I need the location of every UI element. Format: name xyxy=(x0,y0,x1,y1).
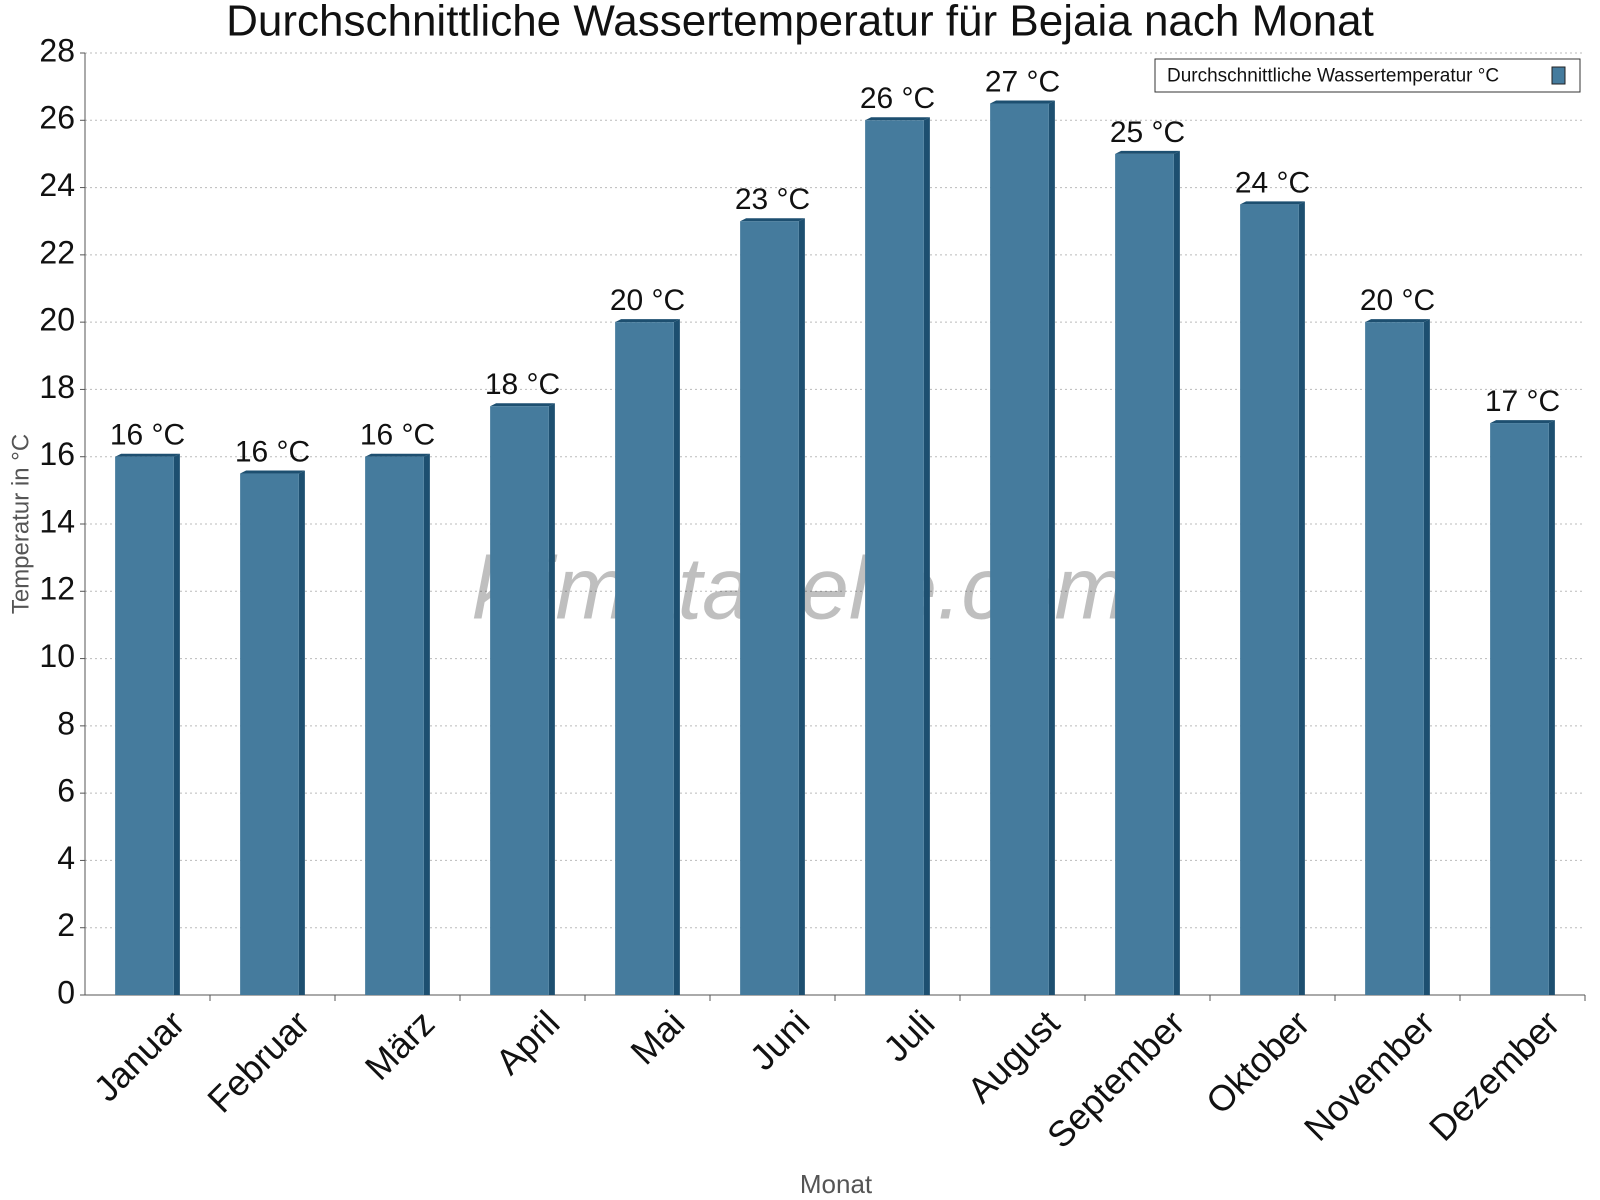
legend-label: Durchschnittliche Wassertemperatur °C xyxy=(1167,66,1499,87)
value-label: 20 °C xyxy=(1360,284,1435,317)
y-tick-label: 26 xyxy=(39,100,75,136)
y-tick-label: 12 xyxy=(39,571,75,607)
value-label: 20 °C xyxy=(610,284,685,317)
y-tick-label: 18 xyxy=(39,369,75,405)
bar-top xyxy=(365,453,430,457)
x-axis-label: Monat xyxy=(800,1169,873,1199)
bar-top xyxy=(1240,201,1305,205)
bar-side xyxy=(1423,319,1430,996)
x-tick-label: März xyxy=(357,1002,443,1088)
x-tick-label: April xyxy=(487,1002,567,1082)
value-label: 17 °C xyxy=(1485,385,1560,418)
y-tick-label: 14 xyxy=(39,503,75,539)
bar xyxy=(740,221,799,995)
x-tick-label: August xyxy=(959,1002,1067,1110)
bar-side xyxy=(1048,100,1055,995)
bar xyxy=(1115,153,1174,995)
bar-top xyxy=(990,100,1055,104)
bar-top xyxy=(115,453,180,457)
value-label: 16 °C xyxy=(110,419,185,452)
bar xyxy=(1365,322,1424,996)
x-tick-label: Dezember xyxy=(1421,1002,1567,1148)
bar-top xyxy=(1365,319,1430,323)
value-label: 23 °C xyxy=(735,183,810,216)
bar-top xyxy=(1490,420,1555,424)
bar xyxy=(365,456,424,995)
bar xyxy=(115,456,174,995)
legend: Durchschnittliche Wassertemperatur °C xyxy=(1154,58,1581,93)
bar-top xyxy=(240,470,305,474)
value-label: 24 °C xyxy=(1235,166,1310,199)
bar xyxy=(490,406,549,995)
value-label: 16 °C xyxy=(360,419,435,452)
bar-side xyxy=(673,319,680,996)
bar-side xyxy=(1298,201,1305,996)
bar-top xyxy=(865,117,930,121)
x-tick-label: November xyxy=(1296,1002,1442,1148)
bar xyxy=(1240,204,1299,996)
bar-side xyxy=(548,403,555,995)
y-tick-label: 24 xyxy=(39,167,75,203)
bar xyxy=(615,322,674,996)
x-tick-label: Februar xyxy=(199,1002,317,1120)
y-tick-label: 6 xyxy=(57,773,75,809)
chart-title: Durchschnittliche Wassertemperatur für B… xyxy=(226,0,1374,46)
legend-box xyxy=(1154,58,1581,93)
bar-top xyxy=(740,218,805,222)
y-axis-label: Temperatur in °C xyxy=(7,434,34,614)
x-tick-label: September xyxy=(1039,1002,1193,1156)
bar xyxy=(1490,423,1549,996)
bar-side xyxy=(298,470,305,995)
y-tick-label: 22 xyxy=(39,234,75,270)
value-label: 27 °C xyxy=(985,65,1060,98)
value-label: 26 °C xyxy=(860,82,935,115)
bar-top xyxy=(615,319,680,323)
x-tick-label: Juni xyxy=(742,1002,818,1078)
x-tick-label: Oktober xyxy=(1198,1002,1318,1122)
bar xyxy=(240,473,299,995)
value-label: 18 °C xyxy=(485,368,560,401)
x-tick-label: Juli xyxy=(875,1002,942,1069)
y-tick-label: 0 xyxy=(57,974,75,1010)
legend-swatch xyxy=(1551,66,1566,85)
y-tick-label: 10 xyxy=(39,638,75,674)
y-tick-label: 4 xyxy=(57,840,75,876)
bar-side xyxy=(923,117,930,996)
y-tick-label: 28 xyxy=(39,32,75,68)
bar-side xyxy=(1548,420,1555,996)
bar-top xyxy=(490,403,555,407)
x-tick-label: Mai xyxy=(622,1002,692,1072)
y-tick-label: 20 xyxy=(39,302,75,338)
value-label: 25 °C xyxy=(1110,116,1185,149)
y-tick-label: 16 xyxy=(39,436,75,472)
bar xyxy=(865,120,924,996)
bar xyxy=(990,103,1049,995)
y-tick-label: 2 xyxy=(57,907,75,943)
value-label: 16 °C xyxy=(235,435,310,468)
x-tick-label: Januar xyxy=(86,1002,193,1109)
bar-side xyxy=(798,218,805,995)
bar-side xyxy=(1173,150,1180,995)
bar-side xyxy=(173,453,180,995)
bar-side xyxy=(423,453,430,995)
y-tick-label: 8 xyxy=(57,705,75,741)
bar-top xyxy=(1115,150,1180,154)
